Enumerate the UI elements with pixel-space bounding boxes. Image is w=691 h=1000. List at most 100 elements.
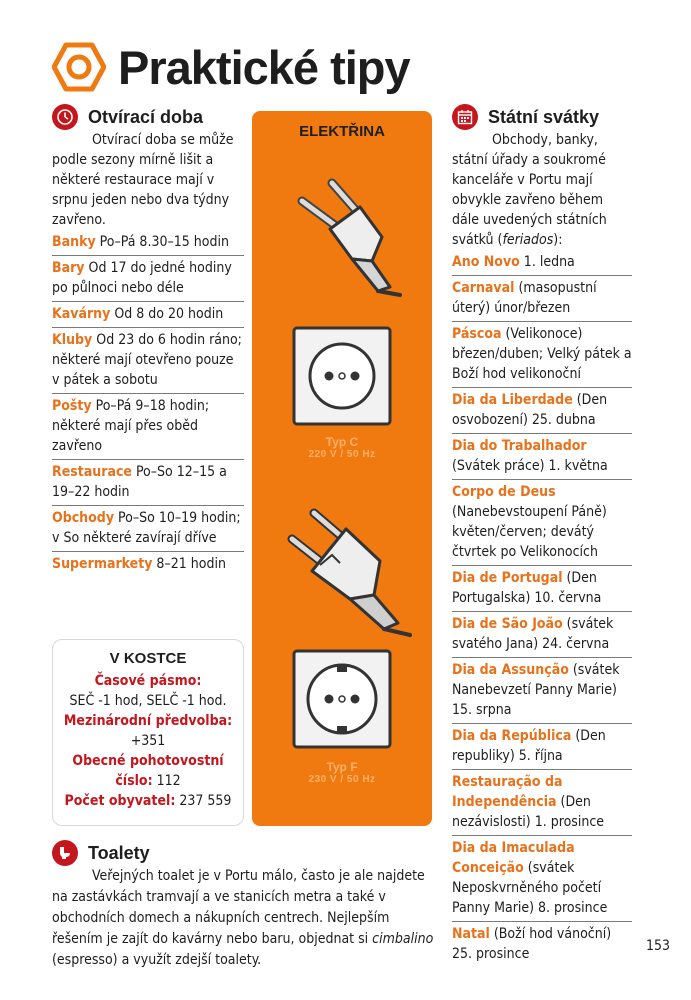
dialcode-label: Mezinárodní předvolba: xyxy=(63,713,233,729)
list-item: Ano Novo 1. ledna xyxy=(452,250,632,275)
electricity-panel: ELEKTŘINA Typ C 220 V / 50 Hz xyxy=(252,111,432,826)
toilets-section: Toalety Veřejných toalet je v Portu málo… xyxy=(52,840,442,971)
dialcode-value: +351 xyxy=(130,733,166,749)
list-item-text: (Den republiky) 5. října xyxy=(452,728,606,764)
socket-c-spec: 220 V / 50 Hz xyxy=(308,449,376,460)
list-item-text: 1. ledna xyxy=(519,254,575,270)
list-item-label: Dia da Liberdade xyxy=(452,392,573,408)
plug-c-icon xyxy=(297,178,402,297)
holidays-section: Státní svátky Obchody, banky, státní úřa… xyxy=(452,104,632,967)
list-item: Restaurace Po–So 12–15 a 19–22 hodin xyxy=(52,459,244,505)
list-item: Dia da Imaculada Conceição (svátek Nepos… xyxy=(452,835,632,921)
plug-f-icon xyxy=(287,508,412,637)
list-item: Supermarkety 8–21 hodin xyxy=(52,551,244,577)
opening-hours-section: Otvírací doba Otvírací doba se může podl… xyxy=(52,104,244,577)
list-item-label: Dia de São João xyxy=(452,616,563,632)
list-item-text: Od 17 do jedné hodiny po půlnoci nebo dé… xyxy=(52,260,232,296)
list-item-text: (svátek svatého Jana) 24. června xyxy=(452,616,614,652)
toilets-header: Toalety xyxy=(52,840,442,866)
opening-hours-list: Banky Po–Pá 8.30–15 hodin Bary Od 17 do j… xyxy=(52,230,244,577)
list-item-text: Po–Pá 8.30–15 hodin xyxy=(95,234,229,250)
list-item-text: (Den nezávislosti) 1. prosince xyxy=(452,794,604,830)
list-item-text: (Svátek práce) 1. května xyxy=(452,458,608,474)
holidays-header: Státní svátky xyxy=(452,104,632,130)
list-item: Kavárny Od 8 do 20 hodin xyxy=(52,301,244,327)
toilets-text: Veřejných toalet je v Portu málo, často … xyxy=(52,868,434,968)
list-item-text: (Nanebevstoupení Páně) květen/červen; de… xyxy=(452,504,607,560)
holidays-title: Státní svátky xyxy=(488,106,600,127)
hexagon-nut-icon xyxy=(52,42,106,92)
list-item: Bary Od 17 do jedné hodiny po půlnoci ne… xyxy=(52,255,244,301)
list-item-label: Corpo de Deus xyxy=(452,484,556,500)
page-header: Praktické tipy xyxy=(52,40,411,94)
list-item-label: Bary xyxy=(52,260,85,276)
list-item-text: (Den Portugalska) 10. června xyxy=(452,570,602,606)
list-item: Dia da Assunção (svátek Nanebevzetí Pann… xyxy=(452,657,632,723)
socket-c-type: Typ C xyxy=(325,435,359,449)
list-item-text: (Boží hod vánoční) 25. prosince xyxy=(452,926,612,962)
clock-icon xyxy=(52,104,78,130)
opening-hours-header: Otvírací doba xyxy=(52,104,244,130)
holidays-intro: Obchody, banky, státní úřady a soukromé … xyxy=(452,132,607,248)
socket-f-type: Typ F xyxy=(326,760,358,774)
list-item: Dia da Liberdade (Den osvobození) 25. du… xyxy=(452,387,632,433)
list-item-text: (svátek Neposkvrněného početí Panny Mari… xyxy=(452,860,608,916)
list-item-text: (svátek Nanebevzetí Panny Marie) 15. srp… xyxy=(452,662,620,718)
list-item-text: (masopustní úterý) únor/březen xyxy=(452,280,597,316)
list-item: Kluby Od 23 do 6 hodin ráno; některé maj… xyxy=(52,327,244,393)
list-item: Dia de São João (svátek svatého Jana) 24… xyxy=(452,611,632,657)
toilets-title: Toalety xyxy=(88,842,150,863)
opening-hours-title: Otvírací doba xyxy=(88,106,204,127)
opening-hours-intro: Otvírací doba se může podle sezony mírně… xyxy=(52,132,234,228)
list-item-text: Od 23 do 6 hodin ráno; některé mají otev… xyxy=(52,332,242,388)
list-item-label: Restauração da Independência xyxy=(452,774,563,810)
summary-box: V KOSTCE Časové pásmo: SEČ -1 hod, SELČ … xyxy=(52,639,244,826)
list-item-label: Dia da Assunção xyxy=(452,662,569,678)
population-line: Počet obyvatel: 237 559 xyxy=(64,793,232,809)
list-item-label: Supermarkety xyxy=(52,556,153,572)
list-item: Banky Po–Pá 8.30–15 hodin xyxy=(52,230,244,255)
list-item-label: Dia do Trabalhador xyxy=(452,438,587,454)
list-item: Corpo de Deus (Nanebevstoupení Páně) kvě… xyxy=(452,479,632,565)
list-item-label: Dia de Portugal xyxy=(452,570,563,586)
list-item: Dia de Portugal (Den Portugalska) 10. če… xyxy=(452,565,632,611)
socket-f-label: Typ F 230 V / 50 Hz xyxy=(252,760,432,785)
list-item-label: Kavárny xyxy=(52,306,111,322)
list-item: Pošty Po–Pá 9–18 hodin; některé mají pře… xyxy=(52,393,244,459)
list-item-text: 8–21 hodin xyxy=(152,556,226,572)
list-item-label: Ano Novo xyxy=(452,254,520,270)
summary-box-title: V KOSTCE xyxy=(109,650,187,667)
list-item-label: Banky xyxy=(52,234,96,250)
page-title: Praktické tipy xyxy=(118,40,411,94)
list-item: Páscoa (Velikonoce) březen/duben; Velký … xyxy=(452,321,632,387)
toilet-icon xyxy=(52,840,78,866)
list-item-label: Restaurace xyxy=(52,464,132,480)
list-item: Dia do Trabalhador (Svátek práce) 1. kvě… xyxy=(452,433,632,479)
timezone-label: Časové pásmo: xyxy=(94,673,202,689)
emergency-line: Obecné pohotovostní číslo: 112 xyxy=(72,753,224,789)
list-item-label: Dia da República xyxy=(452,728,572,744)
list-item: Natal (Boží hod vánoční) 25. prosince xyxy=(452,921,632,967)
list-item-text: Po–So 12–15 a 19–22 hodin xyxy=(52,464,227,500)
list-item: Restauração da Independência (Den nezávi… xyxy=(452,769,632,835)
list-item-text: (Den osvobození) 25. dubna xyxy=(452,392,608,428)
list-item: Carnaval (masopustní úterý) únor/březen xyxy=(452,275,632,321)
list-item-label: Pošty xyxy=(52,398,92,414)
holidays-list: Ano Novo 1. ledna Carnaval (masopustní út… xyxy=(452,250,632,967)
list-item-text: Po–So 10–19 hodin; v So některé zavírají… xyxy=(52,510,241,546)
calendar-icon xyxy=(452,104,478,130)
list-item-label: Páscoa xyxy=(452,326,502,342)
electricity-title: ELEKTŘINA xyxy=(299,123,385,140)
list-item-text: (Velikonoce) březen/duben; Velký pátek a… xyxy=(452,326,632,382)
list-item-label: Carnaval xyxy=(452,280,515,296)
list-item: Dia da República (Den republiky) 5. říjn… xyxy=(452,723,632,769)
page-number: 153 xyxy=(646,938,671,954)
list-item: Obchody Po–So 10–19 hodin; v So některé … xyxy=(52,505,244,551)
list-item-label: Obchody xyxy=(52,510,115,526)
list-item-text: Od 8 do 20 hodin xyxy=(110,306,224,322)
socket-f-icon xyxy=(292,649,392,749)
list-item-label: Kluby xyxy=(52,332,93,348)
socket-f-spec: 230 V / 50 Hz xyxy=(308,774,376,785)
list-item-label: Natal xyxy=(452,926,490,942)
socket-c-label: Typ C 220 V / 50 Hz xyxy=(252,435,432,460)
